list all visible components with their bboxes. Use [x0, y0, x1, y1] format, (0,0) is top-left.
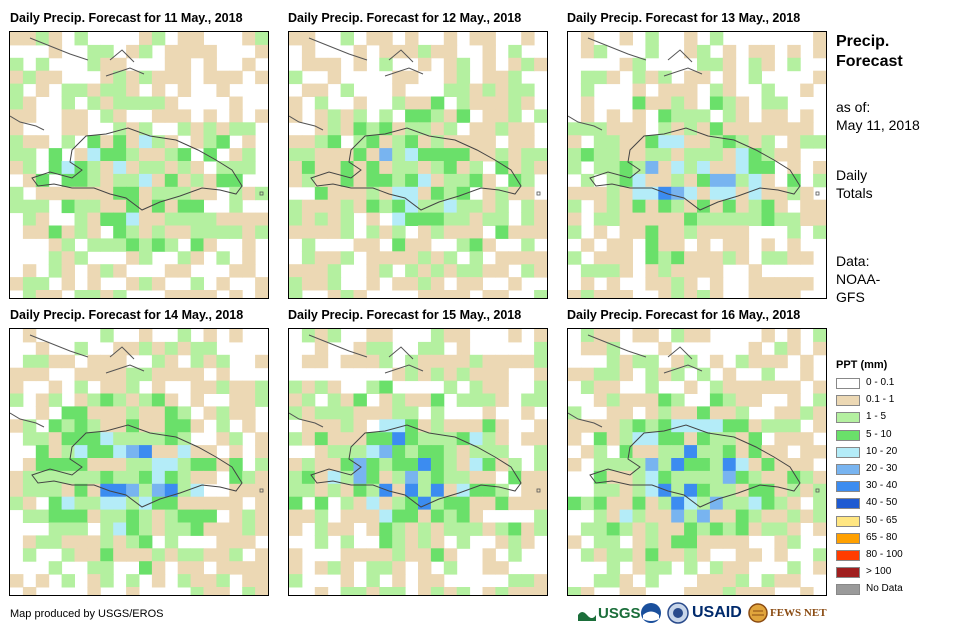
as-of-label: as of: — [836, 99, 871, 115]
totals-line1: Daily — [836, 167, 868, 183]
legend-label: 40 - 50 — [866, 497, 898, 509]
panel-title-3: Daily Precip. Forecast for 13 May., 2018 — [567, 11, 801, 25]
legend-swatch — [836, 412, 860, 424]
panel-title-4: Daily Precip. Forecast for 14 May., 2018 — [10, 308, 244, 322]
precip-map-15-may — [288, 328, 548, 596]
usaid-logo-text: USAID — [692, 604, 742, 621]
commerce-logo — [667, 601, 689, 625]
panel-title-2: Daily Precip. Forecast for 12 May., 2018 — [288, 11, 522, 25]
precip-map-11-may — [9, 31, 269, 299]
legend-swatch — [836, 567, 860, 579]
legend-swatch — [836, 584, 860, 596]
legend-label: 80 - 100 — [866, 549, 903, 560]
map-raster-1 — [10, 32, 268, 298]
precip-map-13-may — [567, 31, 827, 299]
legend-swatch — [836, 378, 860, 389]
map-raster-4 — [10, 329, 268, 595]
panel-title-6: Daily Precip. Forecast for 16 May., 2018 — [567, 308, 801, 322]
legend-swatch — [836, 464, 860, 475]
legend-label: 30 - 40 — [866, 480, 898, 492]
fewsnet-logo: FEWS NET — [748, 601, 827, 625]
noaa-logo — [640, 601, 662, 625]
usaid-logo: USAID — [692, 601, 742, 625]
legend-swatch — [836, 532, 860, 544]
as-of-block: as of: May 11, 2018 — [836, 98, 920, 134]
map-raster-5 — [289, 329, 547, 595]
legend-label: 0 - 0.1 — [866, 377, 895, 388]
legend-swatch — [836, 481, 860, 493]
data-source-block: Data: NOAA- GFS — [836, 252, 880, 306]
noaa-seal-icon — [641, 603, 661, 623]
usgs-logo-text: USGS — [598, 604, 641, 622]
usgs-logo: USGS — [578, 601, 641, 625]
totals-line2: Totals — [836, 185, 873, 201]
legend-label: 65 - 80 — [866, 531, 898, 543]
panel-title-5: Daily Precip. Forecast for 15 May., 2018 — [288, 308, 522, 322]
legend-label: 0.1 - 1 — [866, 394, 895, 406]
precip-map-12-may — [288, 31, 548, 299]
legend-label: > 100 — [866, 566, 892, 578]
precip-map-14-may — [9, 328, 269, 596]
legend-label: 5 - 10 — [866, 428, 892, 440]
credit-text: Map produced by USGS/EROS — [10, 608, 164, 620]
legend-label: 20 - 30 — [866, 463, 898, 474]
panel-title-1: Daily Precip. Forecast for 11 May., 2018 — [10, 11, 243, 25]
legend-label: No Data — [866, 583, 903, 595]
map-raster-2 — [289, 32, 547, 298]
data-source-line1: Data: — [836, 253, 870, 269]
legend-swatch — [836, 446, 860, 458]
map-raster-6 — [568, 329, 826, 595]
legend-swatch — [836, 395, 860, 407]
precip-map-16-may — [567, 328, 827, 596]
legend-label: 10 - 20 — [866, 445, 898, 457]
legend-swatch — [836, 429, 860, 441]
side-title: Precip. Forecast — [836, 32, 903, 72]
legend-label: 50 - 65 — [866, 514, 898, 526]
commerce-seal-icon — [667, 602, 689, 624]
map-raster-3 — [568, 32, 826, 298]
fewsnet-logo-text: FEWS NET — [770, 607, 827, 619]
as-of-date: May 11, 2018 — [836, 117, 920, 133]
legend-label: 1 - 5 — [866, 411, 887, 423]
legend-title: PPT (mm) — [836, 359, 888, 371]
totals-block: Daily Totals — [836, 166, 873, 202]
fewsnet-globe-icon — [748, 603, 768, 623]
side-title-line2: Forecast — [836, 53, 903, 70]
data-source-line2: NOAA- — [836, 271, 881, 287]
legend-swatch — [836, 515, 860, 527]
legend-swatch — [836, 498, 860, 510]
legend-swatch — [836, 550, 860, 561]
side-title-line1: Precip. — [836, 33, 890, 50]
usgs-wave-icon — [578, 612, 596, 621]
data-source-line3: GFS — [836, 289, 865, 305]
